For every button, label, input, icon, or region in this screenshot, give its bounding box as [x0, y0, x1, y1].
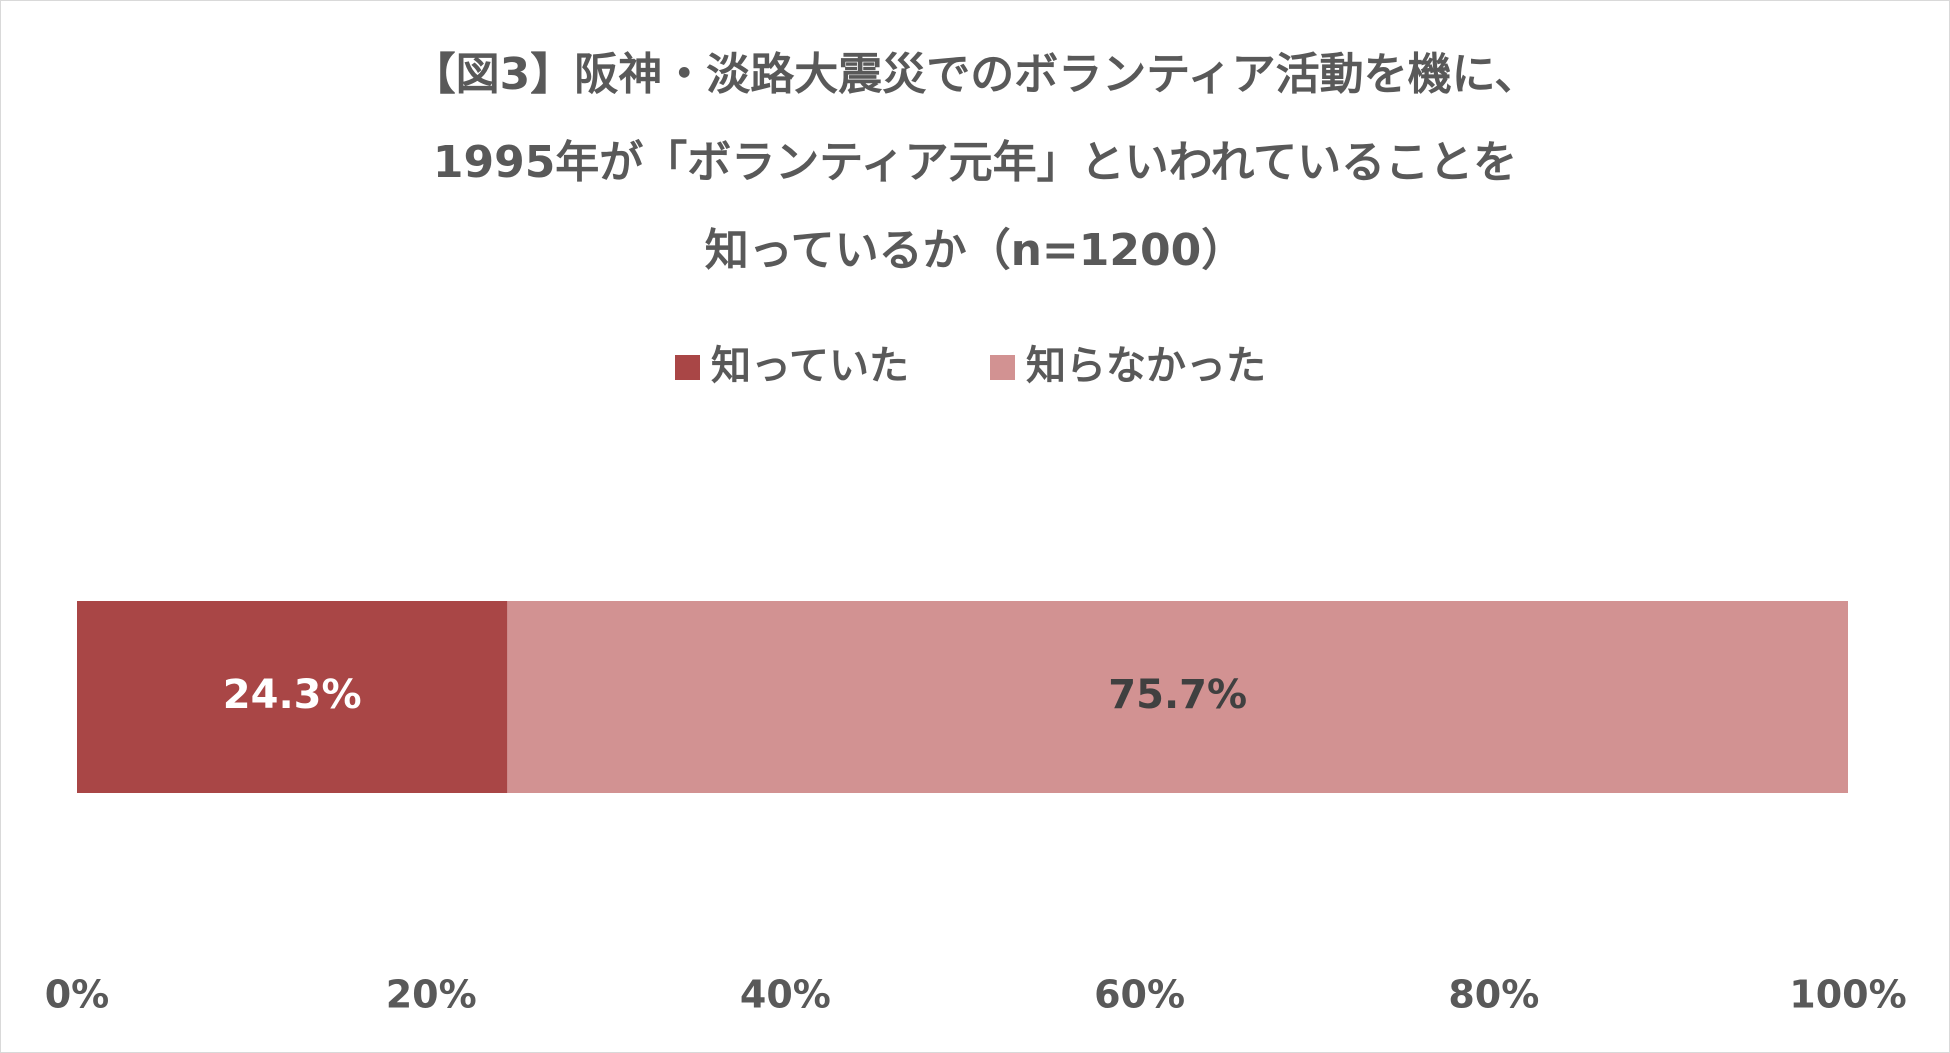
legend-swatch: [990, 355, 1015, 380]
x-tick-label: 40%: [740, 973, 831, 1017]
legend-label: 知らなかった: [1026, 343, 1266, 389]
x-tick-label: 20%: [386, 973, 477, 1017]
x-tick-label: 80%: [1448, 973, 1539, 1017]
chart-title: 知っているか（n=1200）: [705, 225, 1245, 276]
x-tick-label: 60%: [1094, 973, 1185, 1017]
x-tick-label: 100%: [1789, 973, 1906, 1017]
chart-title: 【図3】阪神・淡路大震災でのボランティア活動を機に、: [412, 49, 1539, 100]
bar-segment: [507, 601, 1848, 793]
x-tick-label: 0%: [45, 973, 110, 1017]
data-label: 75.7%: [1108, 672, 1247, 718]
data-label: 24.3%: [223, 672, 362, 718]
legend-swatch: [675, 355, 700, 380]
chart-title: 1995年が「ボランティア元年」といわれていることを: [433, 137, 1517, 188]
bar-segment: [77, 601, 508, 793]
legend-label: 知っていた: [711, 343, 909, 389]
